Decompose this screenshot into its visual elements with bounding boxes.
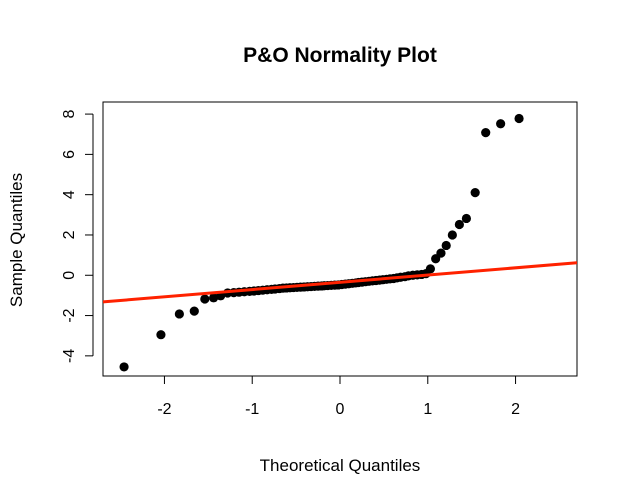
y-tick-label: 6 — [61, 150, 78, 159]
data-point — [209, 293, 219, 303]
y-tick-label: 8 — [61, 110, 78, 119]
plot-frame — [102, 101, 578, 377]
x-tick-label: -2 — [157, 401, 171, 418]
data-point — [156, 330, 166, 340]
data-point — [441, 240, 451, 251]
data-point — [425, 264, 436, 274]
data-point — [189, 306, 199, 316]
reference-line — [103, 261, 577, 304]
plot-layer: -2 -1 0 1 2 -4 -2 0 2 4 6 8 — [61, 101, 578, 418]
data-point — [447, 230, 457, 240]
x-tick-label: 1 — [423, 401, 432, 418]
y-tick-label: 4 — [61, 190, 78, 199]
data-point — [481, 128, 491, 138]
x-tick-label: -1 — [245, 401, 259, 418]
data-point — [454, 219, 464, 230]
data-point — [514, 113, 524, 124]
data-point — [461, 213, 471, 224]
y-tick-label: -2 — [61, 308, 78, 322]
y-tick-label: 0 — [61, 271, 78, 280]
x-axis-label: Theoretical Quantiles — [260, 456, 421, 475]
chart-title: P&O Normality Plot — [243, 44, 437, 67]
data-point — [119, 362, 129, 372]
data-point — [496, 119, 506, 129]
y-axis-label: Sample Quantiles — [7, 173, 26, 307]
data-point — [174, 309, 184, 319]
data-point — [200, 294, 210, 304]
y-tick-label: 2 — [61, 230, 78, 239]
data-point — [470, 188, 480, 198]
x-tick-label: 2 — [511, 401, 520, 418]
data-point — [436, 248, 446, 258]
y-tick-label: -4 — [61, 349, 78, 363]
x-tick-label: 0 — [336, 401, 345, 418]
